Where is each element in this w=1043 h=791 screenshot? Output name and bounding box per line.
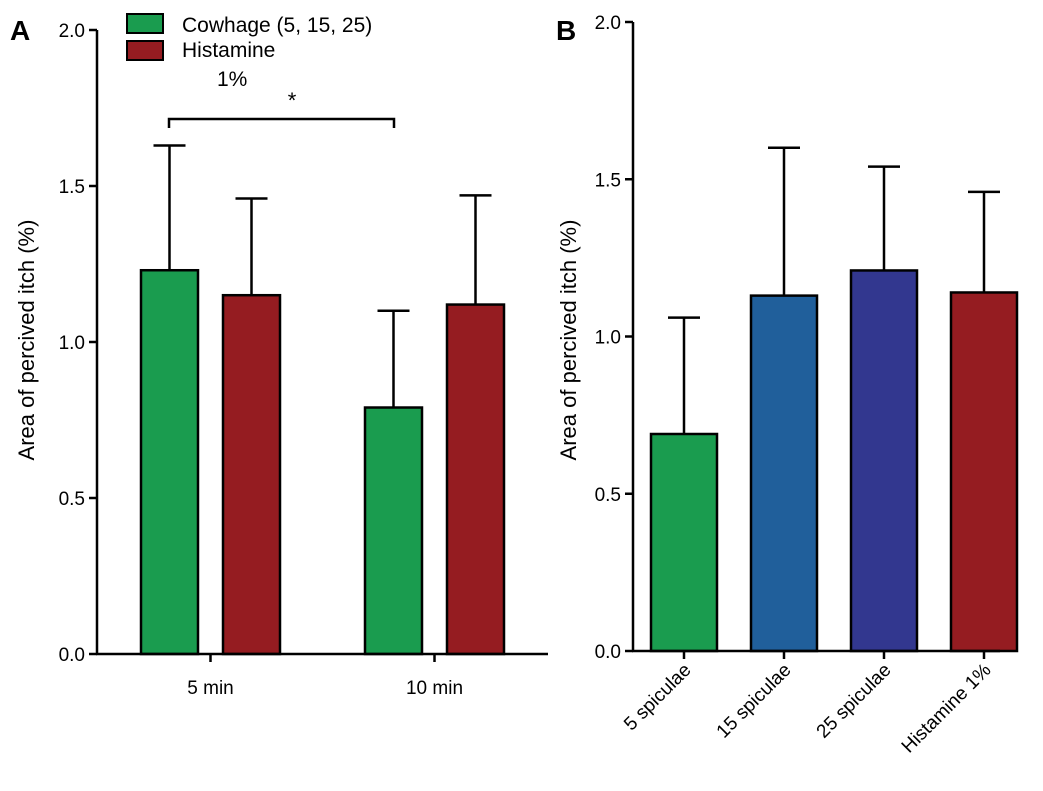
panel-a-bars <box>139 268 506 656</box>
panel-b-1-bar <box>749 294 819 653</box>
panel-a-cowhage-1-bar <box>363 406 424 656</box>
panel-b-0-bar <box>649 432 719 653</box>
significance-star: * <box>288 88 297 113</box>
panel-a-x-ticks: 5 min 10 min <box>187 654 463 699</box>
panel-a-y-tick-label: 2.0 <box>59 21 85 42</box>
panel-b-y-tick-label: 0.0 <box>595 642 621 663</box>
panel-b-y-tick-label: 0.5 <box>595 485 621 506</box>
panel-b-letter: B <box>556 15 576 46</box>
panel-a-y-axis-label: Area of percived itch (%) <box>14 220 39 461</box>
significance-bracket-line <box>167 117 396 128</box>
panel-b-bars <box>649 269 1019 653</box>
panel-b-x-tick-label: 25 spiculae <box>813 660 896 743</box>
panel-b-error-bars <box>668 146 1000 434</box>
panel-a: A 0.0 0.5 1.0 1.5 2.0 Area of percived itch … <box>10 13 548 699</box>
panel-a-y-tick-label: 0.5 <box>59 489 85 510</box>
panel-b-x-tick-label: 5 spiculae <box>620 660 695 735</box>
panel-a-y-tick-label: 1.5 <box>59 177 85 198</box>
panel-b-x-tick-label: 15 spiculae <box>713 660 796 743</box>
legend-swatch-histamine <box>126 40 164 61</box>
panel-a-histamine-0-bar <box>221 293 282 656</box>
significance-bracket: * <box>167 88 396 128</box>
panel-a-cowhage-0-bar <box>139 268 200 656</box>
panel-b-y-axis-label: Area of percived itch (%) <box>556 220 581 461</box>
panel-b-y-ticks: 0.0 0.5 1.0 1.5 2.0 <box>595 13 633 663</box>
panel-b-x-ticks: 5 spiculae 15 spiculae 25 spiculae Histamin… <box>620 651 996 758</box>
panel-b-2-bar <box>849 269 919 653</box>
panel-b-y-tick-label: 1.0 <box>595 328 621 349</box>
legend: Cowhage (5, 15, 25) Histamine 1% <box>126 13 372 91</box>
legend-label-cowhage: Cowhage (5, 15, 25) <box>182 14 372 37</box>
legend-label-histamine: Histamine <box>182 39 275 62</box>
panel-a-x-tick-label: 5 min <box>187 678 233 699</box>
panel-a-x-tick-label: 10 min <box>406 678 463 699</box>
panel-a-y-tick-label: 0.0 <box>59 645 85 666</box>
panel-a-y-tick-label: 1.0 <box>59 333 85 354</box>
legend-swatch-cowhage <box>126 13 164 34</box>
panel-a-histamine-1-bar <box>445 303 506 656</box>
panel-a-letter: A <box>10 15 30 46</box>
panel-b-x-tick-label: Histamine 1% <box>898 660 996 758</box>
panel-b-y-tick-label: 1.5 <box>595 170 621 191</box>
panel-b: B 0.0 0.5 1.0 1.5 2.0 Area of percived itch … <box>556 13 1019 758</box>
panel-a-y-ticks: 0.0 0.5 1.0 1.5 2.0 <box>59 21 97 666</box>
panel-b-3-bar <box>949 291 1019 653</box>
panel-b-y-tick-label: 2.0 <box>595 13 621 34</box>
legend-sublabel-histamine: 1% <box>217 68 247 91</box>
panel-a-error-bars <box>153 144 492 408</box>
